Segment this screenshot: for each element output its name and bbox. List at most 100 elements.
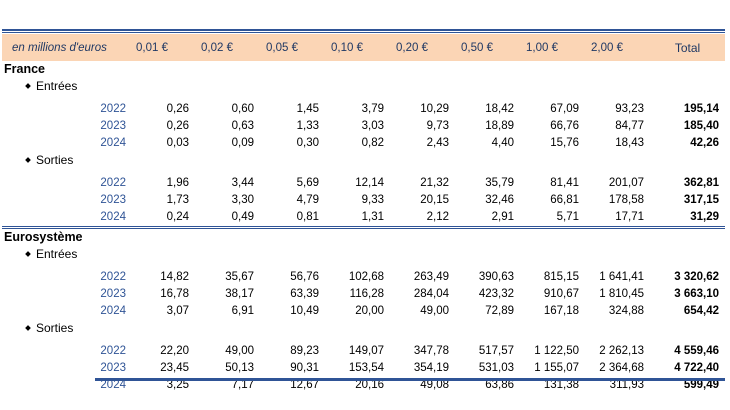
value-cell: 84,77 (615, 120, 644, 132)
value-cell: 1 810,45 (599, 288, 644, 300)
value-cell: 9,73 (426, 120, 449, 132)
flow-row: Sorties (2, 152, 725, 169)
year-cell: 2023 (100, 288, 126, 300)
region-row: France (2, 61, 725, 78)
table-row: 2024 3,07 6,91 10,49 20,00 49,00 72,89 167,18 32… (2, 303, 725, 320)
col-header-coin: 2,00 € (585, 34, 650, 61)
value-cell: 20,00 (355, 305, 384, 317)
value-cell: 102,68 (348, 271, 384, 283)
value-cell: 531,03 (478, 362, 514, 374)
region-label: France (4, 62, 45, 76)
value-cell: 0,26 (166, 120, 189, 132)
flow-label: Entrées (2, 246, 725, 263)
value-cell: 6,91 (231, 305, 254, 317)
table-row: 2023 23,45 50,13 90,31 153,54 354,19 531,03 1 1… (2, 360, 725, 377)
value-cell: 17,71 (585, 209, 650, 229)
value-cell: 1 641,41 (599, 271, 644, 283)
value-cell: 38,17 (225, 288, 254, 300)
flow-label-text: Entrées (36, 79, 78, 93)
value-cell: 16,78 (160, 288, 189, 300)
year-cell: 2024 (100, 379, 126, 391)
total-cell: 31,29 (650, 209, 725, 229)
value-cell: 354,19 (413, 362, 449, 374)
table-row: 2022 1,96 3,44 5,69 12,14 21,32 35,79 81,41 201,… (2, 175, 725, 192)
value-cell: 81,41 (550, 177, 579, 189)
value-cell: 0,26 (166, 103, 189, 115)
value-cell: 63,39 (290, 288, 319, 300)
value-cell: 3,25 (166, 379, 189, 391)
total-cell: 362,81 (683, 177, 719, 189)
value-cell: 3,07 (166, 305, 189, 317)
top-rule-thin (2, 32, 725, 33)
year-cell: 2024 (100, 137, 126, 149)
value-cell: 2 262,13 (599, 345, 644, 357)
value-cell: 3,30 (231, 194, 254, 206)
table-header: en millions d'euros 0,01 € 0,02 € 0,05 €… (2, 34, 725, 61)
flow-row: Entrées (2, 246, 725, 263)
value-cell: 167,18 (543, 305, 579, 317)
region-label: Eurosystème (4, 230, 83, 244)
value-cell: 0,30 (296, 137, 319, 149)
value-cell: 116,28 (349, 288, 384, 300)
value-cell: 3,79 (361, 103, 384, 115)
value-cell: 3,03 (361, 120, 384, 132)
value-cell: 89,23 (290, 345, 319, 357)
value-cell: 1 155,07 (534, 362, 579, 374)
total-cell: 3 320,62 (674, 271, 719, 283)
total-cell: 185,40 (683, 120, 719, 132)
value-cell: 815,15 (543, 271, 579, 283)
table-row: 2023 1,73 3,30 4,79 9,33 20,15 32,46 66,81 178,5… (2, 192, 725, 209)
value-cell: 0,60 (231, 103, 254, 115)
bottom-rule (95, 378, 725, 381)
value-cell: 517,57 (478, 345, 514, 357)
year-cell: 2024 (100, 305, 126, 317)
unit-label: en millions d'euros (2, 34, 130, 61)
value-cell: 201,07 (608, 177, 644, 189)
value-cell: 1,73 (166, 194, 189, 206)
table-row: 2023 16,78 38,17 63,39 116,28 284,04 423,32 910… (2, 286, 725, 303)
value-cell: 18,42 (485, 103, 514, 115)
value-cell: 149,07 (348, 345, 384, 357)
value-cell: 0,81 (260, 209, 325, 229)
table-row: 2024 0,03 0,09 0,30 0,82 2,43 4,40 15,76 18,43 42… (2, 135, 725, 152)
value-cell: 66,81 (550, 194, 579, 206)
value-cell: 1,31 (325, 209, 390, 229)
total-cell: 4 722,40 (674, 362, 719, 374)
value-cell: 63,86 (485, 379, 514, 391)
region-row: Eurosystème (2, 228, 725, 247)
value-cell: 324,88 (608, 305, 644, 317)
col-header-coin: 0,10 € (325, 34, 390, 61)
value-cell: 49,00 (420, 305, 449, 317)
value-cell: 1,45 (296, 103, 319, 115)
bullet-icon (25, 324, 31, 331)
value-cell: 15,76 (550, 137, 579, 149)
col-header-coin: 0,05 € (260, 34, 325, 61)
value-cell: 10,29 (420, 103, 449, 115)
value-cell: 0,24 (130, 209, 195, 229)
value-cell: 311,93 (609, 379, 644, 391)
value-cell: 284,04 (413, 288, 449, 300)
table-row: 2024 3,25 7,17 12,67 20,16 49,08 63,86 131,38 31… (2, 377, 725, 394)
value-cell: 90,31 (290, 362, 319, 374)
value-cell: 22,20 (160, 345, 189, 357)
table-body: France Entrées 2022 0,26 0,60 1,45 3,79 10,29 18… (2, 61, 725, 394)
total-cell: 42,26 (690, 137, 719, 149)
value-cell: 5,71 (520, 209, 585, 229)
value-cell: 72,89 (485, 305, 514, 317)
value-cell: 2,43 (426, 137, 449, 149)
value-cell: 2,12 (390, 209, 455, 229)
value-cell: 67,09 (550, 103, 579, 115)
value-cell: 10,49 (290, 305, 319, 317)
table-row: 2022 22,20 49,00 89,23 149,07 347,78 517,57 1 1… (2, 343, 725, 360)
total-cell: 4 559,46 (674, 345, 719, 357)
value-cell: 0,03 (166, 137, 189, 149)
value-cell: 32,46 (485, 194, 514, 206)
value-cell: 35,79 (485, 177, 514, 189)
table-row: 2023 0,26 0,63 1,33 3,03 9,73 18,89 66,76 84,77 1… (2, 118, 725, 135)
value-cell: 263,49 (413, 271, 449, 283)
value-cell: 7,17 (231, 379, 254, 391)
value-cell: 0,82 (361, 137, 384, 149)
value-cell: 153,54 (348, 362, 384, 374)
value-cell: 56,76 (290, 271, 319, 283)
